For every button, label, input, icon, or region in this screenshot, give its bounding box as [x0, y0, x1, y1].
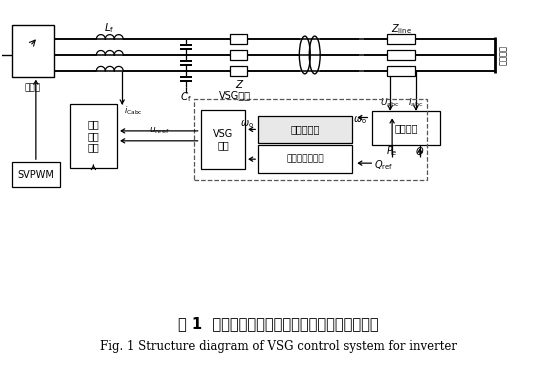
Bar [258, 145, 353, 173]
Bar [12, 162, 60, 187]
Text: 交流母线: 交流母线 [499, 45, 509, 65]
Bar [231, 34, 247, 44]
Text: SVPWM: SVPWM [17, 170, 54, 180]
Text: 虚拟励磁控制器: 虚拟励磁控制器 [286, 155, 324, 164]
Bar [12, 25, 53, 77]
Text: $u_\mathrm{nref}$: $u_\mathrm{nref}$ [149, 126, 169, 136]
Text: 图 1  逆变器的虚拟同步发电机控制系统结构框图: 图 1 逆变器的虚拟同步发电机控制系统结构框图 [178, 316, 378, 331]
Bar [231, 66, 247, 76]
Text: VSG
模型: VSG 模型 [213, 128, 233, 150]
Text: VSG算法: VSG算法 [219, 90, 251, 100]
Text: $\omega_\mathrm{o}$: $\omega_\mathrm{o}$ [353, 115, 367, 126]
Text: 虚拟调速器: 虚拟调速器 [291, 124, 320, 134]
Text: 逆变器: 逆变器 [25, 84, 41, 93]
Bar [201, 110, 245, 169]
Text: $C_\mathrm{f}$: $C_\mathrm{f}$ [180, 90, 192, 104]
Bar [387, 50, 415, 60]
Text: $I_\mathrm{abc}$: $I_\mathrm{abc}$ [408, 96, 424, 109]
Bar [387, 34, 415, 44]
Bar [70, 104, 117, 168]
Bar [387, 66, 415, 76]
Text: $Q$: $Q$ [416, 145, 424, 158]
Text: Fig. 1 Structure diagram of VSG control system for inverter: Fig. 1 Structure diagram of VSG control … [100, 340, 457, 353]
Bar [372, 111, 440, 145]
Text: 电压
电流
双环: 电压 电流 双环 [87, 119, 99, 153]
Text: $U_\mathrm{abc}$: $U_\mathrm{abc}$ [380, 96, 400, 109]
Bar [231, 50, 247, 60]
Text: $Z_\mathrm{line}$: $Z_\mathrm{line}$ [390, 22, 412, 36]
Bar [258, 115, 353, 143]
Text: Z: Z [234, 80, 242, 90]
Text: $i_\mathrm{Cabc}$: $i_\mathrm{Cabc}$ [124, 104, 143, 117]
Text: $P_\mathrm{e}$: $P_\mathrm{e}$ [387, 144, 398, 158]
Bar [194, 99, 427, 180]
Text: $\omega_\mathrm{o}$: $\omega_\mathrm{o}$ [240, 119, 254, 130]
Text: 功率计算: 功率计算 [394, 123, 418, 133]
Text: $Q_\mathrm{ref}$: $Q_\mathrm{ref}$ [374, 158, 393, 172]
Text: $L_\mathrm{f}$: $L_\mathrm{f}$ [104, 21, 115, 35]
